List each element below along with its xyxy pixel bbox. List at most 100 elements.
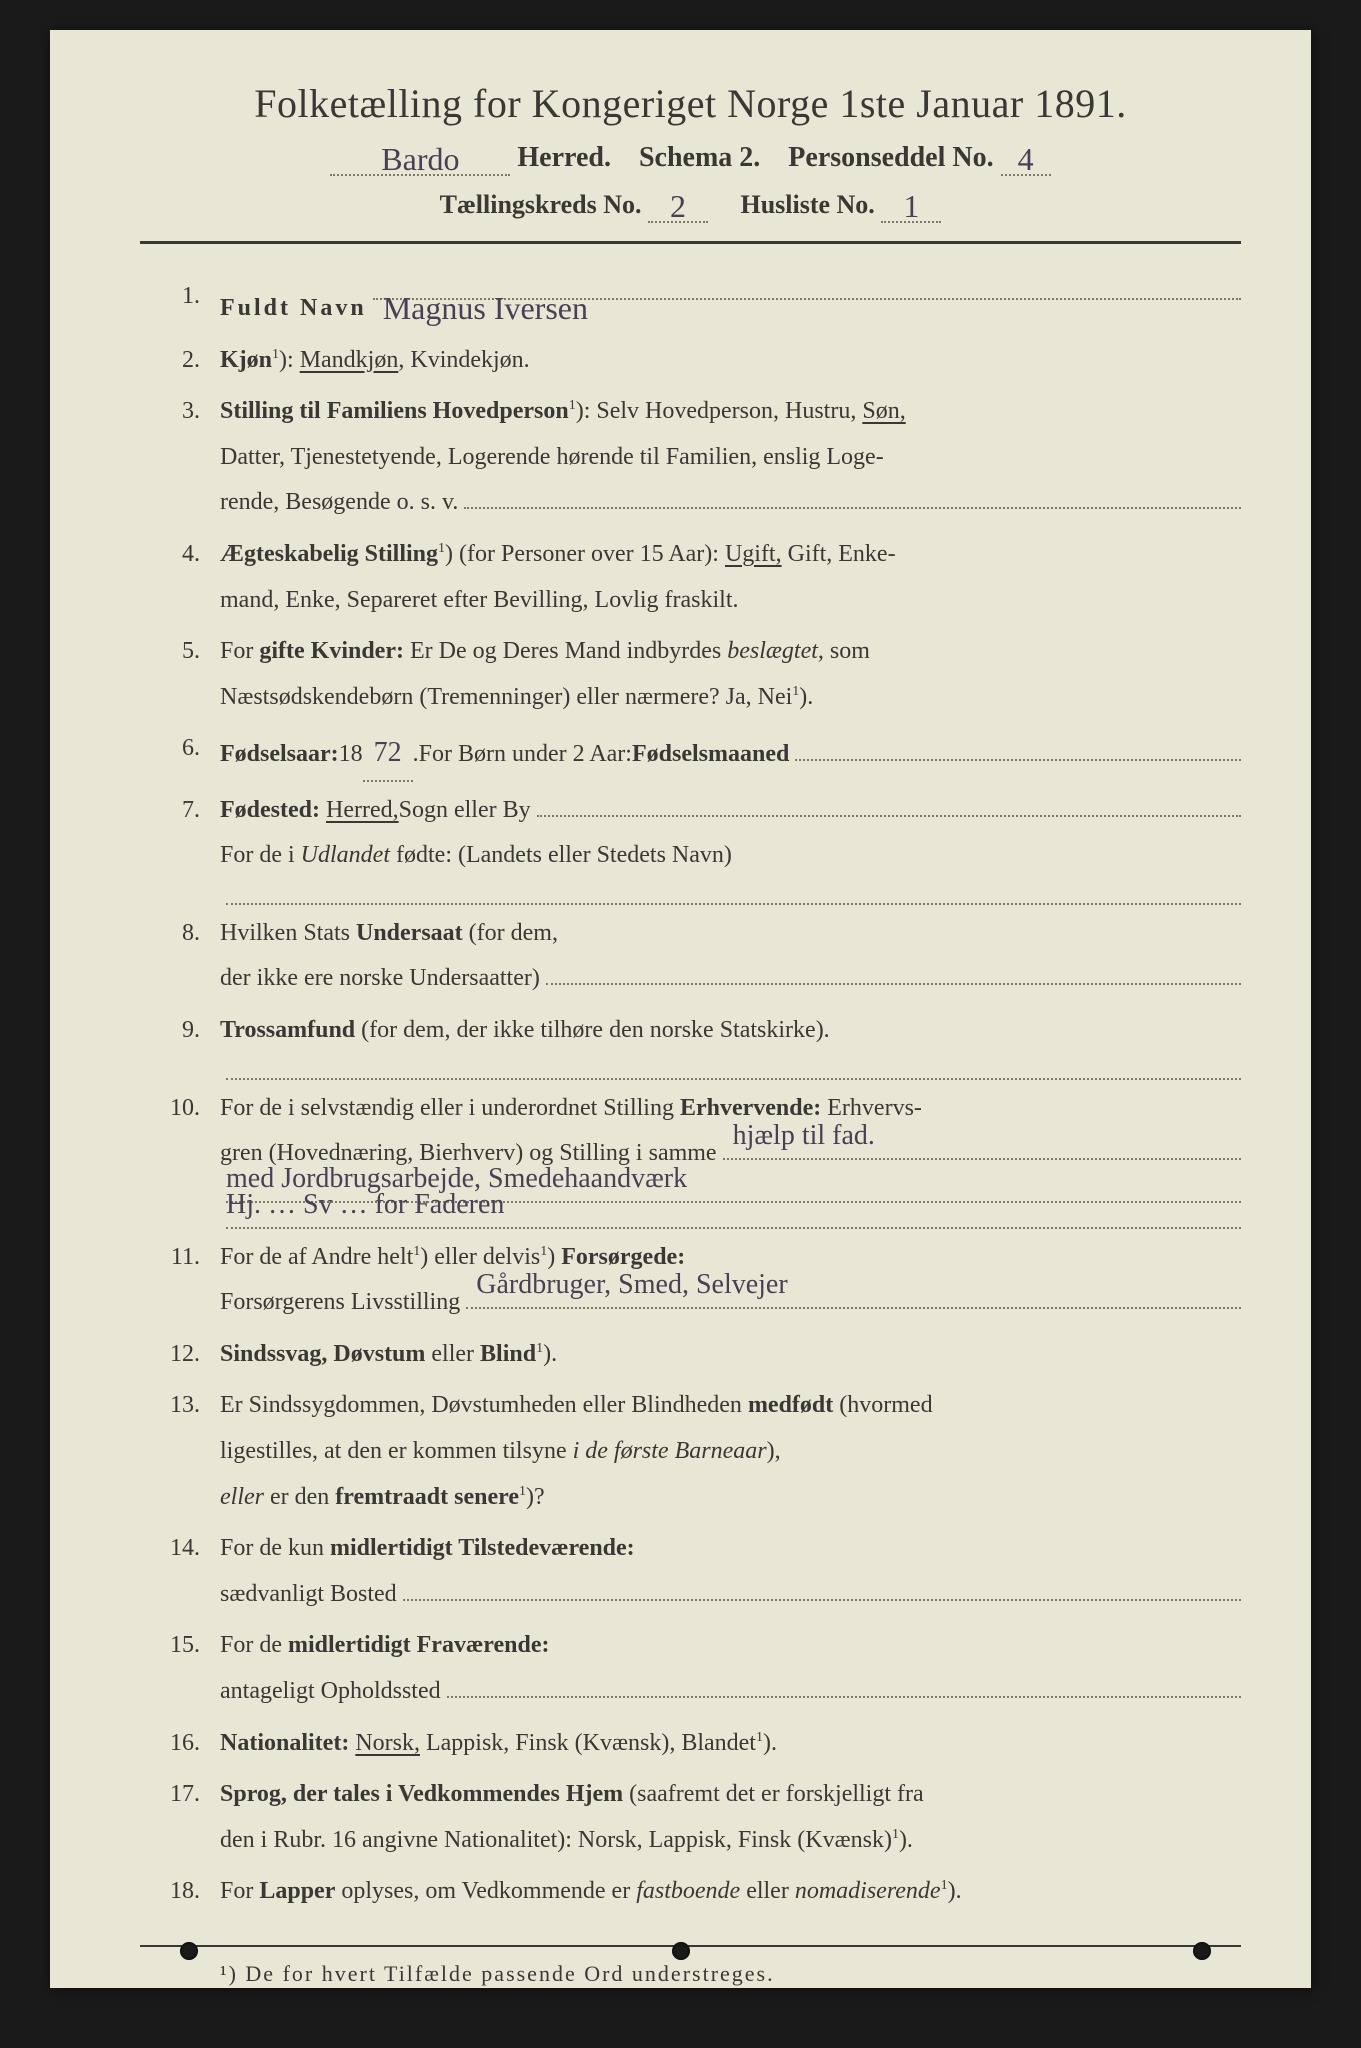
q4-num: 4. (140, 532, 220, 578)
q11-a: For de af Andre helt (220, 1244, 413, 1270)
q17-b: (saafremt det er forskjelligt fra (623, 1781, 924, 1807)
q4: 4. Ægteskabelig Stilling1) (for Personer… (140, 532, 1241, 623)
q5: 5. For gifte Kvinder: Er De og Deres Man… (140, 629, 1241, 720)
header-line-2: Bardo Herred. Schema 2. Personseddel No.… (140, 137, 1241, 176)
q7-e: fødte: (Landets eller Stedets Navn) (390, 842, 732, 868)
q2-num: 2. (140, 338, 220, 384)
q4-ugift: Ugift, (725, 541, 782, 567)
q5-e: som (824, 638, 870, 664)
punch-hole-icon (672, 1942, 690, 1960)
q5-d: beslægtet, (727, 638, 824, 664)
q17-d: ). (899, 1827, 913, 1853)
q7-label: Fødested: (220, 788, 320, 834)
q8-d: der ikke ere norske Undersaatter) (220, 956, 540, 1002)
q3: 3. Stilling til Familiens Hovedperson1):… (140, 389, 1241, 526)
q18-a: For (220, 1878, 259, 1904)
header-block: Folketælling for Kongeriget Norge 1ste J… (140, 80, 1241, 223)
q15-c: antageligt Opholdssted (220, 1669, 441, 1715)
punch-hole-icon (180, 1942, 198, 1960)
q12-num: 12. (140, 1332, 220, 1378)
question-list: 1. Fuldt Navn Magnus Iversen 2. Kjøn1): … (140, 274, 1241, 1915)
q3-text-b: ): Selv Hovedperson, Hustru, (576, 398, 863, 424)
q9-a: Trossamfund (220, 1017, 355, 1043)
q13-b: medfødt (748, 1392, 833, 1418)
q16-b: Lappisk, Finsk (Kvænsk), Blandet (420, 1730, 756, 1756)
q16-num: 16. (140, 1721, 220, 1767)
q13-a: Er Sindssygdommen, Døvstumheden eller Bl… (220, 1392, 748, 1418)
q14: 14. For de kun midlertidigt Tilstedevære… (140, 1526, 1241, 1617)
q16-norsk: Norsk, (355, 1730, 420, 1756)
header-rule (140, 241, 1241, 244)
husliste-no: 1 (903, 188, 919, 224)
q7-d: Udlandet (301, 842, 390, 868)
personseddel-no: 4 (1018, 141, 1034, 177)
q13-d: ligestilles, at den er kommen tilsyne (220, 1438, 573, 1464)
q5-c: Er De og Deres Mand indbyrdes (404, 638, 727, 664)
q9-num: 9. (140, 1008, 220, 1054)
photo-background: Folketælling for Kongeriget Norge 1ste J… (0, 0, 1361, 2048)
q12: 12. Sindssvag, Døvstum eller Blind1). (140, 1332, 1241, 1378)
q7: 7. Fødested: Herred, Sogn eller By For d… (140, 788, 1241, 905)
q18-g: ). (948, 1878, 962, 1904)
q18-d: fastboende (636, 1878, 740, 1904)
q8-c: (for dem, (463, 920, 558, 946)
footnote: ¹) De for hvert Tilfælde passende Ord un… (140, 1961, 1241, 1987)
q7-c: For de i (220, 842, 301, 868)
q17-a: Sprog, der tales i Vedkommendes Hjem (220, 1781, 623, 1807)
q5-a: For (220, 638, 259, 664)
q10-a: For de i selvstændig eller i underordnet… (220, 1095, 680, 1121)
q9-b: (for dem, der ikke tilhøre den norske St… (355, 1017, 830, 1043)
q5-b: gifte Kvinder: (259, 638, 404, 664)
q2-mandkjon: Mandkjøn (300, 347, 399, 373)
q7-herred: Herred, (326, 788, 399, 834)
q4-text-b: ) (for Personer over 15 Aar): (445, 541, 725, 567)
q6: 6. Fødselsaar: 1872. For Børn under 2 Aa… (140, 726, 1241, 781)
q4-text-c: Gift, Enke- (782, 541, 896, 567)
q10-hw3: Hj. … Sv … for Faderen (226, 1178, 504, 1231)
q9: 9. Trossamfund (for dem, der ikke tilhør… (140, 1008, 1241, 1080)
label-husliste: Husliste No. (740, 190, 874, 219)
q13-j: )? (526, 1484, 545, 1510)
header-line-3: Tællingskreds No. 2 Husliste No. 1 (140, 184, 1241, 223)
q3-text-d: rende, Besøgende o. s. v. (220, 480, 458, 526)
q6-text-b: For Børn under 2 Aar: (419, 732, 632, 778)
q15-num: 15. (140, 1623, 220, 1669)
q17-num: 17. (140, 1772, 220, 1818)
q4-text-d: mand, Enke, Separeret efter Bevilling, L… (220, 587, 739, 613)
q14-num: 14. (140, 1526, 220, 1572)
q11-hw: Gårdbruger, Smed, Selvejer (476, 1258, 787, 1311)
q8-num: 8. (140, 911, 220, 957)
q15: 15. For de midlertidigt Fraværende: anta… (140, 1623, 1241, 1714)
q13-e: i de første Barneaar (573, 1438, 767, 1464)
q10: 10. For de i selvstændig eller i underor… (140, 1086, 1241, 1229)
label-personseddel: Personseddel No. (788, 142, 993, 173)
q8: 8. Hvilken Stats Undersaat (for dem, der… (140, 911, 1241, 1002)
q1: 1. Fuldt Navn Magnus Iversen (140, 274, 1241, 332)
footer-rule (140, 1945, 1241, 1947)
q1-answer: Magnus Iversen (383, 290, 588, 326)
q11-e: Forsørgerens Livsstilling (220, 1280, 460, 1326)
q12-a: Sindssvag, Døvstum (220, 1341, 425, 1367)
q15-b: midlertidigt Fraværende: (288, 1632, 550, 1658)
q11: 11. For de af Andre helt1) eller delvis1… (140, 1235, 1241, 1326)
q7-b: Sogn eller By (399, 788, 531, 834)
q16-c: ). (763, 1730, 777, 1756)
q18-num: 18. (140, 1869, 220, 1915)
q12-b: eller (425, 1341, 480, 1367)
q13: 13. Er Sindssygdommen, Døvstumheden elle… (140, 1383, 1241, 1520)
q13-g: eller (220, 1484, 264, 1510)
q1-label: Fuldt Navn (220, 286, 367, 332)
q3-num: 3. (140, 389, 220, 435)
q5-f: Næstsødskendebørn (Tremenninger) eller n… (220, 684, 792, 710)
q18-f: nomadiserende (795, 1878, 941, 1904)
q15-a: For de (220, 1632, 288, 1658)
q1-num: 1. (140, 274, 220, 320)
q17-c: den i Rubr. 16 angivne Nationalitet): No… (220, 1827, 892, 1853)
punch-hole-icon (1193, 1942, 1211, 1960)
q8-a: Hvilken Stats (220, 920, 356, 946)
q14-b: midlertidigt Tilstedeværende: (330, 1535, 635, 1561)
q12-d: ). (543, 1341, 557, 1367)
census-form-paper: Folketælling for Kongeriget Norge 1ste J… (50, 30, 1311, 1988)
q14-c: sædvanligt Bosted (220, 1572, 397, 1618)
q10-num: 10. (140, 1086, 220, 1132)
